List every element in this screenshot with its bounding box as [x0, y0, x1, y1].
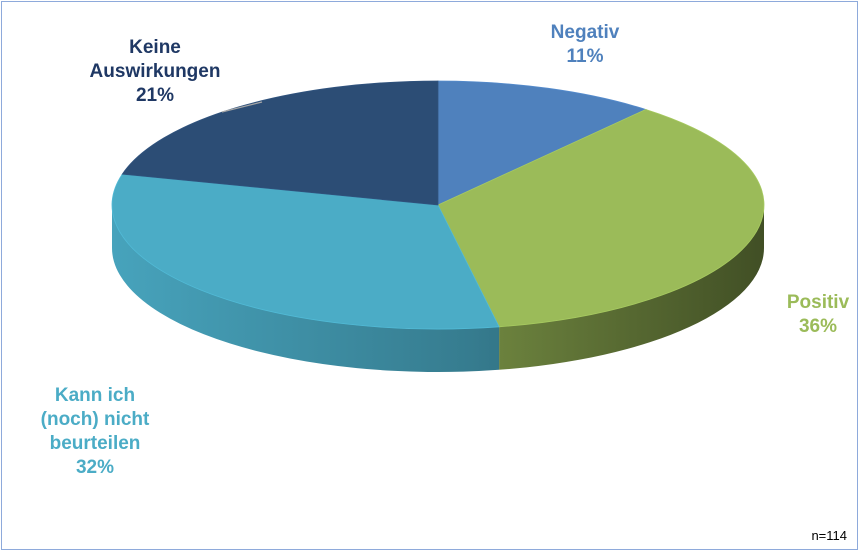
- pie-tops: [111, 80, 765, 330]
- slice-kann-ich-nicht-beurteilen: [111, 173, 500, 330]
- label-positiv: Positiv 36%: [787, 292, 850, 337]
- pie-sides: [112, 205, 764, 373]
- leader-line: [221, 101, 263, 113]
- slice-keine-auswirkungen: [121, 80, 439, 206]
- label-keine-auswirkungen: Keine Auswirkungen 21%: [90, 37, 221, 106]
- label-kann-ich-nicht-beurteilen: Kann ich (noch) nicht beurteilen 32%: [41, 385, 150, 478]
- sample-size-note: n=114: [811, 528, 847, 543]
- slice-negativ: [437, 80, 647, 206]
- label-negativ: Negativ 11%: [551, 22, 620, 67]
- slice-positiv: [437, 109, 765, 328]
- pie-labels: Negativ 11% Positiv 36% Kann ich (noch) nicht…: [41, 22, 850, 478]
- slice-side-positiv: [499, 205, 764, 370]
- slice-side-kann-ich-nicht-beurteilen: [112, 205, 500, 373]
